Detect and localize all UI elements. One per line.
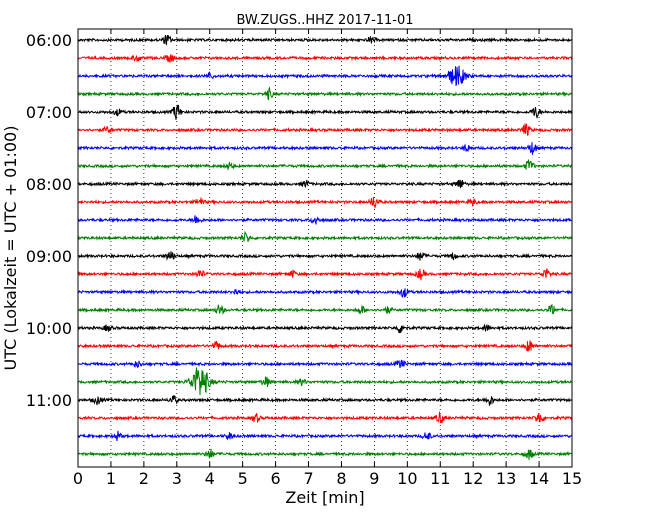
x-axis-ticks: 0 1 2 3 4 5 6 7 8 9 10 11 12 13 14 15: [73, 29, 582, 488]
seismogram-traces: [77, 34, 573, 460]
trace-11:30: [77, 430, 573, 441]
x-tick-label: 14: [529, 469, 549, 488]
trace-07:00: [77, 104, 573, 120]
trace-08:15: [77, 196, 573, 210]
x-tick-label: 6: [271, 469, 281, 488]
trace-10:00: [77, 323, 573, 334]
x-tick-label: 5: [238, 469, 248, 488]
chart-title: BW.ZUGS..HHZ 2017-11-01: [236, 13, 413, 28]
trace-06:45: [77, 86, 573, 101]
x-tick-label: 15: [562, 469, 582, 488]
y-axis-ticks: 06:00 07:00 08:00 09:00 10:00 11:00: [26, 31, 572, 410]
x-tick-label: 11: [430, 469, 450, 488]
x-tick-label: 12: [463, 469, 483, 488]
trace-09:45: [77, 304, 573, 315]
trace-07:30: [77, 142, 573, 155]
y-axis-label: UTC (Lokalzeit = UTC + 01:00): [1, 126, 20, 371]
trace-09:30: [77, 288, 573, 298]
plot-frame: [77, 28, 573, 468]
x-tick-label: 0: [73, 469, 83, 488]
trace-06:30: [77, 65, 573, 86]
plot-area: [78, 29, 572, 467]
x-tick-label: 3: [172, 469, 182, 488]
x-tick-label: 8: [336, 469, 346, 488]
trace-06:15: [77, 54, 573, 63]
trace-07:15: [77, 123, 573, 136]
trace-11:00: [77, 395, 573, 406]
trace-09:15: [77, 268, 573, 281]
trace-11:15: [77, 410, 573, 424]
trace-08:30: [77, 215, 573, 226]
trace-10:30: [77, 359, 573, 369]
x-tick-label: 1: [106, 469, 116, 488]
x-tick-label: 10: [397, 469, 417, 488]
trace-11:45: [77, 448, 573, 460]
y-tick-label: 11:00: [26, 391, 72, 410]
x-tick-label: 13: [496, 469, 516, 488]
x-tick-label: 7: [303, 469, 313, 488]
x-tick-label: 4: [205, 469, 215, 488]
y-tick-label: 10:00: [26, 319, 72, 338]
trace-06:00: [77, 34, 573, 46]
trace-10:45: [77, 367, 573, 396]
trace-08:00: [77, 179, 573, 189]
trace-09:00: [77, 251, 573, 261]
trace-10:15: [77, 340, 573, 352]
x-axis-label: Zeit [min]: [285, 488, 364, 507]
y-tick-label: 08:00: [26, 175, 72, 194]
y-tick-label: 09:00: [26, 247, 72, 266]
trace-08:45: [77, 230, 573, 242]
y-tick-label: 07:00: [26, 103, 72, 122]
x-tick-label: 9: [369, 469, 379, 488]
x-tick-label: 2: [139, 469, 149, 488]
trace-07:45: [77, 159, 573, 171]
y-tick-label: 06:00: [26, 31, 72, 50]
